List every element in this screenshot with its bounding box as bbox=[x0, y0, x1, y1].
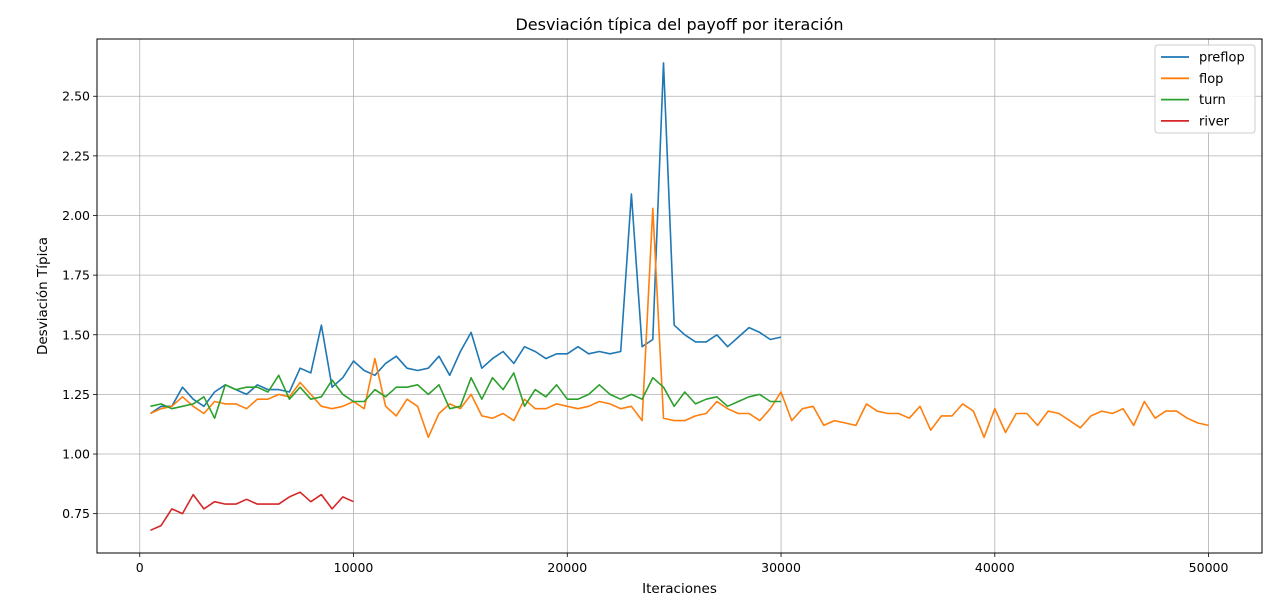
legend-label-turn: turn bbox=[1199, 93, 1226, 108]
y-tick-label: 2.25 bbox=[62, 148, 90, 163]
x-tick-label: 30000 bbox=[761, 560, 801, 575]
plot-area bbox=[97, 39, 1262, 553]
x-axis-title: Iteraciones bbox=[642, 581, 717, 597]
legend: preflop flop turn river bbox=[1154, 44, 1256, 134]
y-tick-label: 1.50 bbox=[62, 327, 90, 342]
legend-label-flop: flop bbox=[1199, 72, 1223, 87]
y-tick-label: 2.00 bbox=[62, 208, 90, 223]
y-tick-label: 1.00 bbox=[62, 447, 90, 462]
series-line-river bbox=[150, 491, 354, 532]
series-line-preflop bbox=[149, 62, 782, 415]
series-lines bbox=[149, 62, 1209, 532]
y-tick-label: 2.50 bbox=[62, 89, 90, 104]
x-tick-label: 40000 bbox=[975, 560, 1015, 575]
y-tick-label: 1.75 bbox=[62, 268, 90, 283]
x-axis: 0 10000 20000 30000 40000 50000 bbox=[136, 553, 1229, 575]
legend-box bbox=[1154, 44, 1256, 134]
series-line-turn bbox=[150, 372, 781, 420]
legend-label-river: river bbox=[1199, 114, 1230, 129]
series-line-flop bbox=[150, 207, 1209, 439]
chart-title: Desviación típica del payoff por iteraci… bbox=[515, 15, 843, 34]
legend-label-preflop: preflop bbox=[1199, 51, 1245, 66]
y-axis-title: Desviación Típica bbox=[35, 237, 51, 355]
x-tick-label: 20000 bbox=[547, 560, 587, 575]
plot-frame bbox=[96, 38, 1263, 554]
y-tick-label: 1.25 bbox=[62, 387, 90, 402]
x-tick-label: 50000 bbox=[1189, 560, 1229, 575]
y-axis: 0.75 1.00 1.25 1.50 1.75 2.00 2.25 2.50 bbox=[62, 89, 97, 521]
x-tick-label: 10000 bbox=[334, 560, 374, 575]
x-tick-label: 0 bbox=[136, 560, 144, 575]
y-tick-label: 0.75 bbox=[62, 506, 90, 521]
